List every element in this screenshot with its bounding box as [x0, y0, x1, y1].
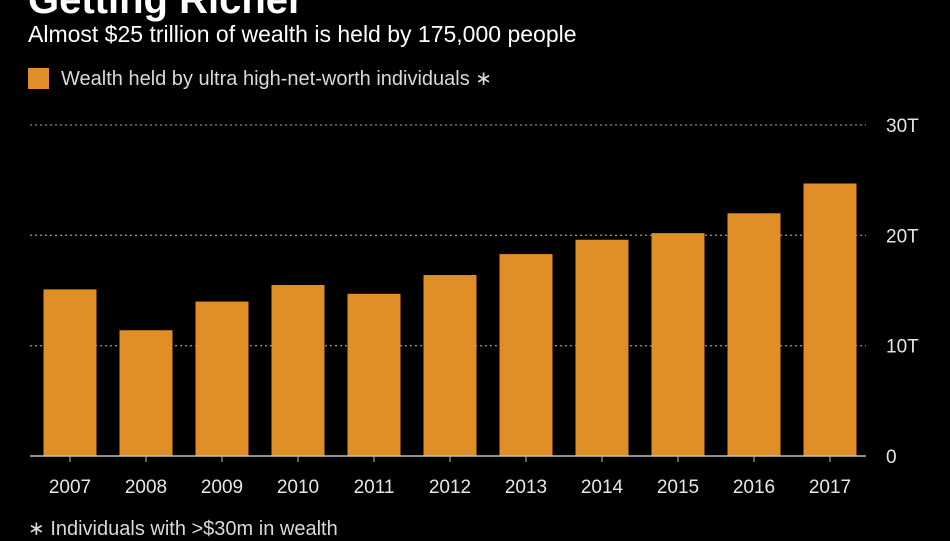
- bar: [575, 239, 629, 456]
- chart-title: Getting Richer: [28, 0, 304, 22]
- bar: [271, 284, 325, 456]
- x-tick-label: 2007: [49, 477, 91, 498]
- legend-swatch: [28, 67, 49, 89]
- gridlines: [30, 124, 866, 347]
- chart-subtitle: Almost $25 trillion of wealth is held by…: [28, 21, 577, 47]
- x-tick-label: 2011: [354, 477, 395, 498]
- bar: [499, 254, 553, 456]
- bar: [119, 330, 173, 456]
- y-tick-label: 0: [886, 447, 897, 468]
- x-tick-label: 2010: [277, 477, 319, 498]
- bar: [195, 301, 249, 456]
- x-tick-label: 2013: [505, 477, 547, 498]
- x-tick-label: 2008: [125, 477, 167, 498]
- bar: [651, 233, 705, 456]
- legend: Wealth held by ultra high-net-worth indi…: [28, 66, 492, 90]
- y-tick-label: 20T: [886, 226, 919, 247]
- x-tick-label: 2012: [429, 477, 471, 498]
- bar: [423, 275, 477, 456]
- bars: [43, 183, 857, 456]
- x-tick-label: 2017: [809, 477, 851, 498]
- axes: 0 10T 20T 30T 2007 2008 2009 2010 2011 2012 2013 20…: [30, 116, 919, 498]
- y-tick-label: 30T: [886, 116, 919, 137]
- x-tick-label: 2014: [581, 477, 624, 498]
- bar: [347, 293, 401, 456]
- x-tick-label: 2015: [657, 477, 699, 498]
- legend-label: Wealth held by ultra high-net-worth indi…: [61, 67, 493, 90]
- footnote: ∗ Individuals with >$30m in wealth: [28, 518, 338, 540]
- bar: [803, 183, 857, 456]
- bar: [727, 213, 781, 456]
- bar: [43, 289, 97, 456]
- x-tick-label: 2016: [733, 477, 775, 498]
- x-tick-label: 2009: [201, 477, 243, 498]
- y-tick-label: 10T: [886, 337, 919, 358]
